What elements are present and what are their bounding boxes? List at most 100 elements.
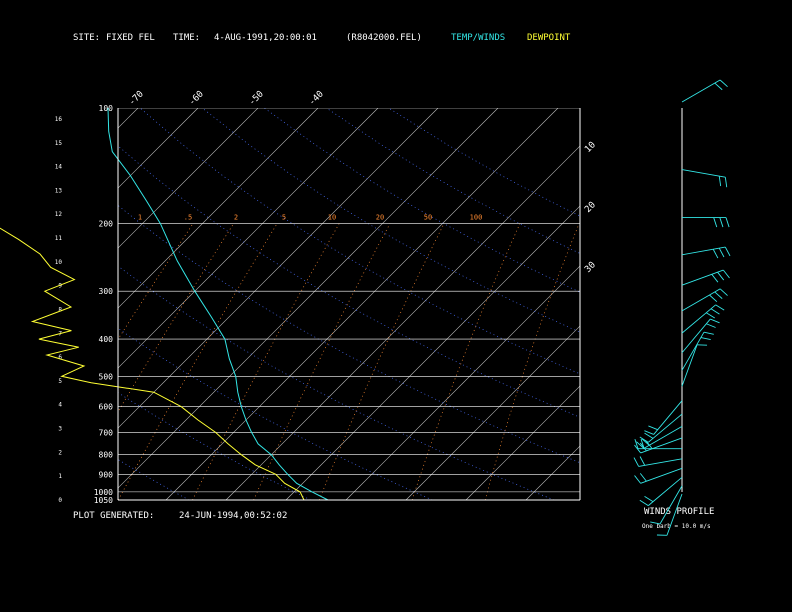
mixing-ratio-label: .5: [184, 214, 192, 222]
wind-barb-flag: [644, 432, 654, 439]
wind-barb-flag: [725, 217, 730, 228]
wind-barb-flag: [648, 425, 658, 431]
dewpoint-legend: DEWPOINT: [527, 33, 571, 43]
winds-layer: [633, 79, 731, 536]
wind-barb-staff: [681, 169, 726, 178]
pressure-tick-label: 100: [99, 104, 114, 113]
top-temperature-tick-label: -70: [127, 89, 146, 108]
wind-barb-flag: [639, 473, 647, 482]
mixing-ratio-line: [118, 223, 234, 413]
wind-barb-flag: [722, 269, 730, 279]
site-value: FIXED FEL: [106, 33, 155, 43]
wind-barb-flag: [715, 304, 725, 311]
top-temperature-tick-label: -50: [247, 89, 266, 108]
wind-barb-flag: [724, 177, 728, 188]
wind-barb-staff: [681, 246, 726, 256]
wind-barb-staff: [640, 437, 683, 454]
wind-barb-staff: [648, 413, 683, 443]
mixing-ratio-line: [192, 223, 340, 500]
wind-barb-staff: [653, 400, 683, 435]
height-km-tick-label: 2: [58, 449, 62, 456]
wind-barb-flag: [639, 456, 646, 466]
wind-barb-flag: [633, 457, 640, 467]
right-temperature-tick-label: 10: [583, 140, 598, 155]
wind-barb-flag: [714, 82, 723, 91]
mixing-ratio-label: 10: [328, 214, 336, 222]
isotherm-line: [285, 205, 580, 500]
pressure-tick-label: 400: [99, 335, 114, 344]
wind-barb-staff: [643, 426, 683, 449]
dry-adiabat-line: [139, 108, 580, 375]
height-km-tick-label: 11: [55, 235, 63, 242]
height-km-tick-label: 16: [55, 116, 63, 123]
wind-barb-flag: [634, 444, 642, 454]
mixing-ratio-label: 1: [138, 214, 142, 222]
dry-adiabat-line: [118, 145, 580, 418]
wind-barb-flag: [706, 312, 715, 319]
height-km-tick-label: 14: [55, 164, 63, 171]
dry-adiabat-line: [118, 265, 555, 500]
isotherm-line: [165, 108, 559, 500]
wind-barb-flag: [700, 337, 711, 341]
isotherm-line: [118, 108, 319, 309]
wind-barb-flag: [706, 323, 716, 328]
height-km-tick-label: 9: [58, 283, 62, 290]
mixing-ratio-label: 50: [424, 214, 432, 222]
height-km-tick-label: 5: [58, 378, 62, 385]
dry-adiabat-line: [118, 327, 433, 500]
pressure-tick-label: 700: [99, 428, 114, 437]
isotherm-line: [465, 385, 580, 500]
mixing-ratio-label: 20: [376, 214, 384, 222]
wind-barb-flag: [634, 439, 639, 449]
wind-barb-flag: [710, 318, 720, 324]
mixing-ratio-line: [118, 223, 278, 500]
right-temperature-tick-label: 30: [583, 260, 598, 275]
time-value: 4-AUG-1991,20:00:01: [214, 33, 317, 43]
wind-barb-flag: [724, 246, 731, 257]
isotherm-line: [345, 265, 580, 500]
mixing-ratio-line: [484, 223, 580, 500]
pressure-tick-label: 300: [99, 287, 114, 296]
pressure-tick-label: 800: [99, 451, 114, 460]
dry-adiabat-line: [118, 392, 311, 500]
dry-adiabat-line: [264, 108, 580, 293]
height-km-tick-label: 4: [58, 402, 62, 409]
mixing-ratio-line: [411, 223, 521, 500]
series-layer: [0, 107, 329, 501]
wind-barb-staff: [638, 458, 683, 467]
wind-barb-staff: [681, 331, 705, 371]
mixing-ratio-line: [118, 223, 194, 340]
winds-profile-note: One barb = 10.0 m/s: [642, 523, 711, 530]
wind-barb-staff: [681, 269, 724, 286]
height-km-tick-label: 3: [58, 426, 62, 433]
temperature-line: [107, 107, 329, 501]
wind-barb-flag: [711, 274, 719, 283]
pressure-tick-label: 200: [99, 220, 114, 229]
height-km-tick-label: 0: [58, 497, 62, 504]
isotherm-line: [118, 108, 439, 429]
isotherm-line: [118, 108, 199, 189]
wind-barb-flag: [644, 495, 654, 503]
dry-adiabat-line: [201, 108, 580, 333]
wind-barb-staff: [666, 493, 683, 536]
wind-barb-staff: [659, 485, 683, 525]
mixing-ratio-label: 100: [470, 214, 483, 222]
wind-barb-flag: [639, 442, 647, 452]
grid-layer: [118, 108, 580, 500]
wind-barb-flag: [650, 521, 661, 525]
wind-barb-flag: [639, 436, 649, 443]
time-label: TIME:: [173, 33, 201, 43]
wind-barb-flag: [718, 176, 722, 187]
file-name: (R8042000.FEL): [346, 33, 422, 43]
isotherm-line: [118, 108, 139, 129]
isotherm-line: [225, 145, 580, 500]
top-temperature-tick-label: -60: [187, 89, 206, 108]
plot-generated-label: PLOT GENERATED:: [73, 511, 155, 521]
wind-barb-staff: [681, 304, 716, 334]
wind-barb-staff: [681, 344, 698, 387]
isotherm-line: [405, 325, 580, 500]
height-km-tick-label: 1: [58, 473, 62, 480]
site-label: SITE:: [73, 33, 101, 43]
height-km-tick-label: 8: [58, 306, 62, 313]
isotherm-line: [525, 445, 580, 500]
